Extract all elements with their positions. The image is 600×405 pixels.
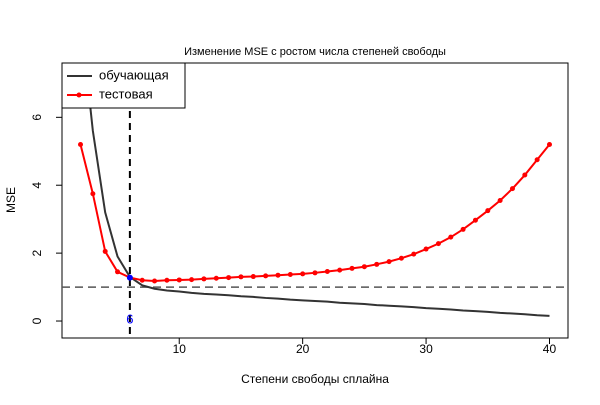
- y-axis-label: MSE: [4, 187, 18, 213]
- data-point: [337, 267, 343, 273]
- x-tick-label: 30: [419, 342, 433, 356]
- optimum-marker: [126, 274, 133, 281]
- data-point: [102, 248, 108, 254]
- data-point: [497, 198, 503, 203]
- data-point: [139, 277, 145, 283]
- plot-area: [62, 63, 568, 338]
- chart-title: Изменение MSE с ростом числа степеней св…: [184, 46, 446, 58]
- y-tick-label: 0: [30, 317, 44, 324]
- data-point: [226, 275, 232, 281]
- data-point: [534, 157, 540, 163]
- data-point: [472, 217, 478, 223]
- data-point: [263, 273, 269, 279]
- series-line: [84, 63, 550, 317]
- plot-frame: [61, 62, 569, 339]
- data-point: [411, 251, 417, 257]
- data-point: [275, 272, 281, 278]
- series-line: [79, 143, 551, 282]
- data-point: [312, 270, 318, 276]
- data-point: [90, 191, 96, 197]
- legend-label: тестовая: [99, 86, 153, 101]
- data-point: [435, 241, 441, 247]
- y-tick-label: 2: [30, 249, 44, 256]
- data-point: [522, 172, 528, 178]
- data-point: [361, 264, 367, 270]
- data-point: [349, 265, 355, 271]
- data-point: [448, 234, 454, 240]
- x-tick-label: 20: [296, 342, 310, 356]
- legend-box: [61, 62, 186, 109]
- y-tick-label: 4: [30, 182, 44, 189]
- data-point: [201, 276, 207, 282]
- legend-point: [76, 92, 82, 98]
- data-point: [250, 274, 256, 280]
- data-point: [398, 255, 404, 261]
- data-point: [78, 141, 84, 147]
- data-point: [238, 274, 244, 280]
- x-axis-label: Степени свободы сплайна: [241, 372, 389, 386]
- vline-label: 6: [126, 311, 133, 326]
- data-point: [546, 141, 552, 147]
- y-tick-label: 6: [30, 114, 44, 121]
- data-point: [423, 246, 429, 252]
- x-tick-label: 40: [543, 342, 557, 356]
- data-point: [189, 277, 195, 283]
- data-point: [460, 226, 466, 232]
- data-point: [176, 277, 182, 283]
- data-point: [374, 261, 380, 267]
- legend-label: обучающая: [99, 67, 169, 82]
- x-tick-label: 10: [173, 342, 187, 356]
- data-point: [213, 275, 219, 281]
- data-point: [485, 208, 491, 214]
- data-point: [509, 186, 515, 192]
- data-point: [164, 277, 170, 283]
- data-point: [386, 259, 392, 265]
- data-point: [115, 269, 121, 275]
- data-point: [324, 268, 330, 274]
- data-point: [287, 272, 293, 278]
- data-point: [300, 271, 306, 277]
- data-point: [152, 278, 158, 284]
